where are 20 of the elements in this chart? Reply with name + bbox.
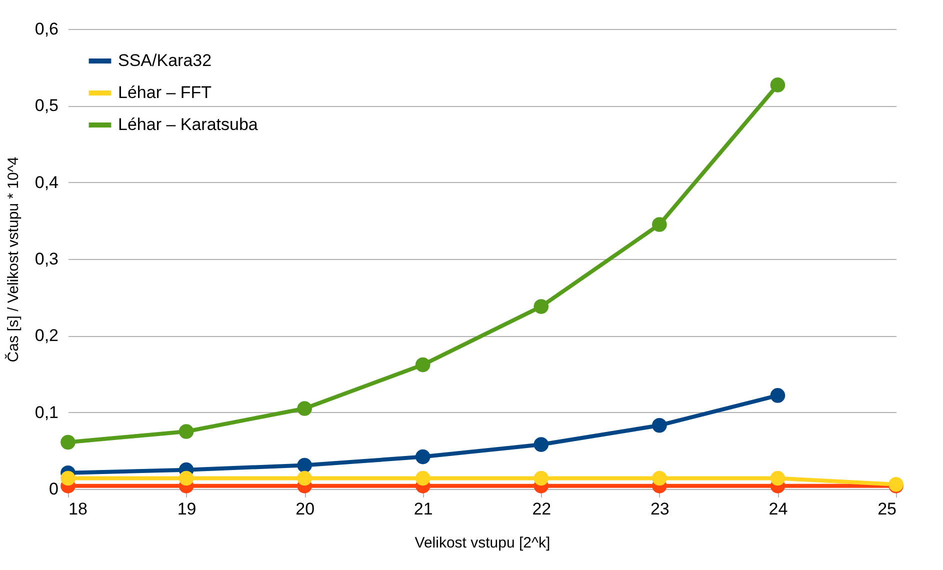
- x-tick-label: 25: [878, 500, 896, 518]
- legend-label: Léhar – Karatsuba: [118, 115, 258, 134]
- x-tick-label: 23: [650, 500, 670, 518]
- x-tick-label: 22: [532, 500, 552, 518]
- x-tick-label: 21: [414, 500, 433, 518]
- y-tick-label: 0,4: [34, 172, 58, 192]
- x-tick-label: 20: [296, 500, 315, 518]
- y-axis-title: Čas [s] / Velikost vstupu * 10^4: [4, 156, 22, 362]
- x-tick-label: 24: [768, 500, 788, 518]
- y-tick-label: 0,1: [34, 402, 58, 422]
- legend-label: Léhar – FFT: [118, 83, 212, 102]
- y-tick-label: 0,3: [34, 250, 58, 268]
- y-tick-label: 0,5: [34, 96, 58, 116]
- y-tick-label: 0,6: [34, 20, 58, 38]
- legend-label: SSA/Kara32: [118, 51, 212, 70]
- x-axis-title: Velikost vstupu [2^k]: [414, 534, 550, 552]
- y-tick-label: 0,2: [34, 326, 58, 346]
- x-tick-label: 18: [68, 500, 88, 518]
- y-tick-label: 0: [49, 480, 58, 498]
- x-tick-label: 19: [177, 500, 196, 518]
